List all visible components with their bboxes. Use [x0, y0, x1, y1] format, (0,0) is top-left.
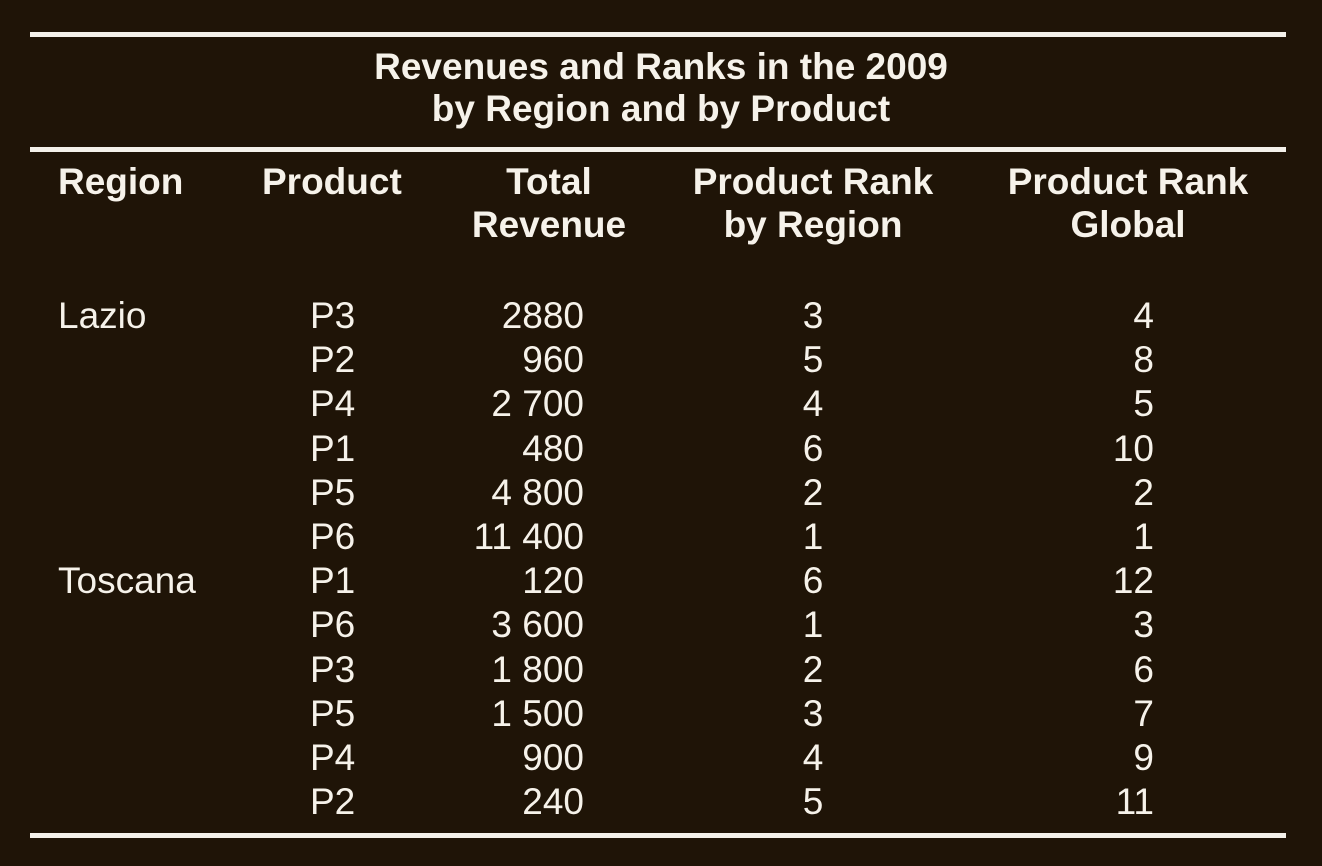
cell-product: P5 [310, 472, 356, 513]
cell-rank-global: 5 [1133, 383, 1154, 424]
cell-rank-global: 2 [1133, 472, 1154, 513]
cell-total-revenue: 1 500 [491, 693, 584, 734]
cell-product: P5 [310, 693, 356, 734]
cell-product: P4 [310, 383, 356, 424]
header-total-revenue-line-1: Total [506, 161, 592, 202]
cell-product: P1 [310, 560, 356, 601]
table-top-rule [30, 32, 1286, 37]
cell-rank-global: 4 [1133, 295, 1154, 336]
header-rank-by-region-line-2: by Region [723, 204, 903, 245]
cell-rank-by-region: 2 [802, 472, 824, 513]
cell-rank-global: 3 [1133, 604, 1154, 645]
cell-total-revenue: 960 [522, 339, 584, 380]
header-rank-global-line-1: Product Rank [1007, 161, 1249, 202]
cell-region: Lazio [58, 295, 147, 336]
cell-rank-by-region: 6 [802, 560, 824, 601]
caption-line-2: by Region and by Product [431, 88, 891, 129]
cell-rank-global: 12 [1112, 560, 1154, 601]
cell-total-revenue: 2 700 [491, 383, 584, 424]
cell-rank-global: 10 [1112, 428, 1154, 469]
cell-rank-by-region: 3 [802, 693, 824, 734]
cell-total-revenue: 1 800 [491, 649, 584, 690]
cell-product: P2 [310, 339, 356, 380]
cell-rank-by-region: 3 [802, 295, 824, 336]
cell-product: P3 [310, 649, 356, 690]
cell-rank-by-region: 4 [802, 737, 824, 778]
cell-total-revenue: 120 [522, 560, 584, 601]
cell-total-revenue: 240 [522, 781, 584, 822]
header-region-label: Region [58, 161, 184, 202]
cell-rank-by-region: 5 [802, 339, 824, 380]
cell-total-revenue: 3 600 [491, 604, 584, 645]
cell-rank-global: 7 [1133, 693, 1154, 734]
header-rank-global-line-2: Global [1070, 204, 1186, 245]
cell-rank-global: 8 [1133, 339, 1154, 380]
header-product-label: Product [262, 161, 402, 202]
cell-rank-global: 11 [1115, 781, 1154, 822]
header-total-revenue-line-2: Revenue [471, 204, 627, 245]
cell-total-revenue: 2880 [501, 295, 584, 336]
header-total-revenue: Total Revenue [440, 160, 658, 246]
cell-product: P6 [310, 516, 356, 557]
cell-rank-by-region: 1 [802, 604, 824, 645]
cell-rank-by-region: 4 [802, 383, 824, 424]
cell-total-revenue: 11 400 [473, 516, 584, 557]
cell-total-revenue: 4 800 [491, 472, 584, 513]
header-product: Product [262, 160, 402, 203]
cell-total-revenue: 480 [522, 428, 584, 469]
header-rank-by-region: Product Rank by Region [670, 160, 956, 246]
cell-region: Toscana [58, 560, 196, 601]
header-region: Region [58, 160, 183, 203]
cell-total-revenue: 900 [522, 737, 584, 778]
table-bottom-rule [30, 833, 1286, 838]
table-header-rule [30, 147, 1286, 152]
cell-rank-by-region: 1 [802, 516, 824, 557]
cell-product: P4 [310, 737, 356, 778]
cell-rank-by-region: 5 [802, 781, 824, 822]
cell-product: P6 [310, 604, 356, 645]
header-rank-by-region-line-1: Product Rank [692, 161, 934, 202]
cell-rank-global: 1 [1133, 516, 1154, 557]
table-caption: Revenues and Ranks in the 2009 by Region… [0, 46, 1322, 130]
cell-rank-by-region: 6 [802, 428, 824, 469]
cell-product: P3 [310, 295, 356, 336]
cell-rank-global: 9 [1133, 737, 1154, 778]
caption-line-1: Revenues and Ranks in the 2009 [374, 46, 948, 87]
cell-rank-by-region: 2 [802, 649, 824, 690]
cell-product: P1 [310, 428, 356, 469]
cell-product: P2 [310, 781, 356, 822]
cell-rank-global: 6 [1133, 649, 1154, 690]
header-rank-global: Product Rank Global [984, 160, 1272, 246]
